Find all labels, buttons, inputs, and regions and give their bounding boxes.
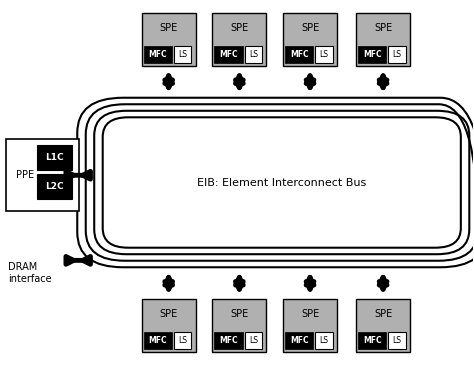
- FancyBboxPatch shape: [103, 117, 461, 248]
- Bar: [283, 299, 337, 352]
- Bar: [174, 332, 191, 349]
- Bar: [356, 13, 410, 66]
- Text: MFC: MFC: [219, 50, 238, 59]
- Bar: [389, 332, 406, 349]
- Bar: [214, 46, 243, 63]
- Text: LS: LS: [392, 50, 401, 59]
- Text: LS: LS: [392, 336, 401, 345]
- Bar: [174, 46, 191, 63]
- Text: LS: LS: [319, 336, 328, 345]
- Text: SPE: SPE: [230, 23, 248, 33]
- Text: MFC: MFC: [363, 336, 382, 345]
- Text: MFC: MFC: [290, 336, 309, 345]
- Text: SPE: SPE: [374, 309, 392, 319]
- Bar: [245, 332, 262, 349]
- Text: SPE: SPE: [374, 23, 392, 33]
- Text: LS: LS: [249, 50, 258, 59]
- Bar: [212, 299, 266, 352]
- Bar: [285, 46, 313, 63]
- Text: MFC: MFC: [148, 336, 167, 345]
- Bar: [36, 174, 72, 199]
- Bar: [142, 299, 196, 352]
- Bar: [214, 332, 243, 349]
- Bar: [144, 46, 172, 63]
- Text: SPE: SPE: [301, 309, 319, 319]
- Bar: [358, 46, 386, 63]
- Text: MFC: MFC: [363, 50, 382, 59]
- Text: PPE: PPE: [17, 170, 35, 180]
- Bar: [358, 332, 386, 349]
- Bar: [36, 145, 72, 170]
- Text: SPE: SPE: [230, 309, 248, 319]
- Text: LS: LS: [319, 50, 328, 59]
- Bar: [283, 13, 337, 66]
- Text: MFC: MFC: [148, 50, 167, 59]
- Text: LS: LS: [178, 50, 187, 59]
- Text: DRAM
interface: DRAM interface: [9, 262, 52, 284]
- Bar: [142, 13, 196, 66]
- Text: SPE: SPE: [160, 23, 178, 33]
- Text: SPE: SPE: [160, 309, 178, 319]
- Bar: [245, 46, 262, 63]
- Bar: [316, 332, 333, 349]
- Bar: [285, 332, 313, 349]
- Bar: [144, 332, 172, 349]
- Bar: [212, 13, 266, 66]
- Text: LS: LS: [178, 336, 187, 345]
- Text: L1C: L1C: [45, 153, 64, 162]
- Text: MFC: MFC: [290, 50, 309, 59]
- Text: EIB: Element Interconnect Bus: EIB: Element Interconnect Bus: [197, 177, 366, 188]
- Text: SPE: SPE: [301, 23, 319, 33]
- Bar: [6, 139, 79, 211]
- Text: LS: LS: [249, 336, 258, 345]
- Text: L2C: L2C: [45, 182, 64, 191]
- Bar: [356, 299, 410, 352]
- Text: MFC: MFC: [219, 336, 238, 345]
- Bar: [389, 46, 406, 63]
- Bar: [316, 46, 333, 63]
